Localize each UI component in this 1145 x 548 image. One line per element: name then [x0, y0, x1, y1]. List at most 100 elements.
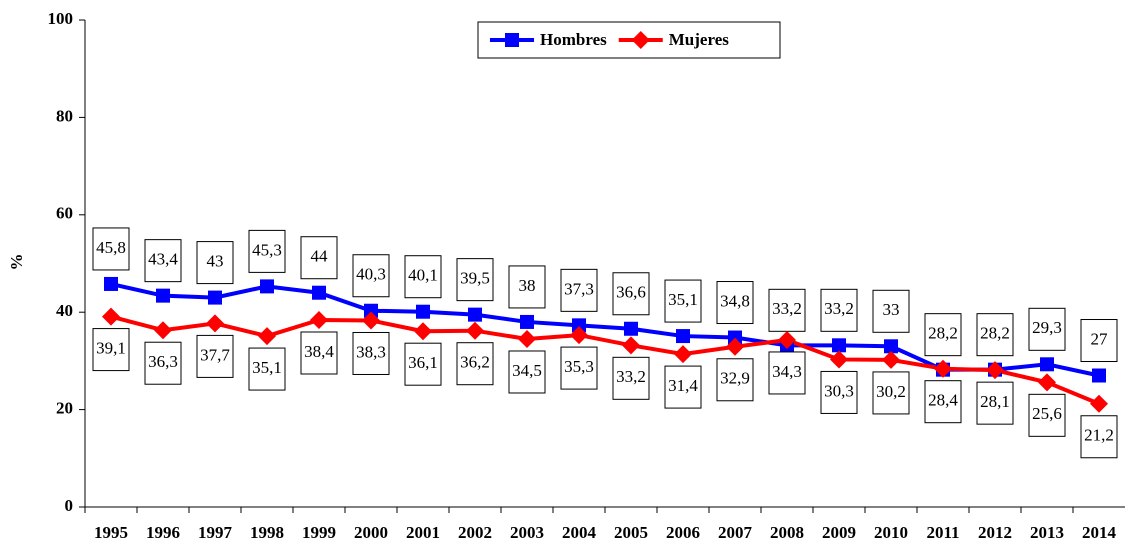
- data-label: 39,5: [460, 269, 490, 288]
- data-label: 29,3: [1032, 318, 1062, 337]
- data-label-box: [1080, 319, 1118, 363]
- data-label: 33: [883, 300, 900, 319]
- x-tick-label: 2001: [406, 523, 440, 542]
- data-label-box: [144, 341, 182, 385]
- marker: [570, 326, 588, 345]
- x-tick-label: 2006: [666, 523, 700, 542]
- data-label-box: [976, 381, 1014, 425]
- legend-marker: [505, 33, 519, 47]
- x-tick-label: 1999: [302, 523, 336, 542]
- data-label: 33,2: [616, 367, 646, 386]
- x-tick-label: 2011: [926, 523, 959, 542]
- marker: [260, 279, 274, 294]
- x-tick-label: 2014: [1082, 523, 1117, 542]
- data-label: 34,5: [512, 361, 542, 380]
- x-tick-label: 2000: [354, 523, 388, 542]
- data-label: 45,3: [252, 240, 282, 259]
- data-label: 34,3: [772, 362, 802, 381]
- data-label: 27: [1091, 329, 1109, 348]
- data-label-box: [456, 342, 494, 386]
- data-label-box: [768, 351, 806, 395]
- data-label-box: [404, 255, 442, 299]
- marker: [102, 307, 120, 326]
- data-label: 37,3: [564, 279, 594, 298]
- legend-label: Mujeres: [669, 30, 729, 49]
- data-label: 43: [207, 251, 224, 270]
- x-tick-label: 2005: [614, 523, 648, 542]
- data-label-box: [1028, 307, 1066, 351]
- x-tick-label: 2007: [718, 523, 753, 542]
- data-label: 38,3: [356, 342, 386, 361]
- data-label-box: [300, 331, 338, 375]
- marker: [310, 310, 328, 329]
- data-label: 38,4: [304, 342, 334, 361]
- data-label: 44: [311, 247, 329, 266]
- marker: [416, 304, 430, 319]
- data-label-box: [924, 380, 962, 424]
- data-label-box: [560, 346, 598, 390]
- x-tick-label: 2012: [978, 523, 1012, 542]
- data-label-box: [976, 313, 1014, 357]
- x-tick-label: 2002: [458, 523, 492, 542]
- data-label: 36,6: [616, 283, 646, 302]
- marker: [258, 327, 276, 346]
- marker: [414, 322, 432, 341]
- data-label: 40,3: [356, 265, 386, 284]
- data-label: 40,1: [408, 266, 438, 285]
- data-label: 30,3: [824, 381, 854, 400]
- data-label: 43,4: [148, 250, 178, 269]
- data-label-box: [1028, 393, 1066, 437]
- data-label-box: [352, 254, 390, 298]
- data-label-box: [560, 268, 598, 312]
- data-label: 36,2: [460, 353, 490, 372]
- data-label-box: [92, 328, 130, 372]
- data-label-box: [612, 356, 650, 400]
- marker: [206, 314, 224, 333]
- marker: [676, 329, 690, 344]
- data-label-box: [508, 265, 546, 309]
- marker: [468, 307, 482, 322]
- marker: [778, 330, 796, 349]
- data-label: 36,1: [408, 353, 438, 372]
- marker: [934, 359, 952, 378]
- marker: [362, 311, 380, 330]
- legend-marker: [631, 31, 650, 49]
- y-tick-label: 60: [56, 204, 73, 223]
- marker: [882, 350, 900, 369]
- data-label: 34,8: [720, 291, 750, 310]
- marker: [1090, 394, 1108, 413]
- marker: [884, 339, 898, 354]
- data-label: 38: [519, 276, 536, 295]
- data-label: 30,2: [876, 382, 906, 401]
- data-label: 28,2: [928, 324, 958, 343]
- y-tick-label: 20: [56, 399, 73, 418]
- data-label-box: [820, 288, 858, 332]
- x-tick-label: 2010: [874, 523, 908, 542]
- marker: [726, 337, 744, 356]
- data-label: 21,2: [1084, 426, 1114, 445]
- y-tick-label: 100: [48, 9, 74, 28]
- data-label-box: [820, 370, 858, 414]
- x-tick-label: 1998: [250, 523, 284, 542]
- y-tick-label: 0: [65, 496, 74, 515]
- x-tick-label: 2009: [822, 523, 856, 542]
- y-axis-label: %: [7, 254, 26, 271]
- data-label-box: [352, 331, 390, 375]
- data-label: 25,6: [1032, 404, 1062, 423]
- data-label-box: [664, 365, 702, 409]
- data-label: 35,1: [668, 290, 698, 309]
- data-label: 36,3: [148, 352, 178, 371]
- marker: [624, 321, 638, 336]
- data-label-box: [716, 281, 754, 325]
- data-label-box: [196, 334, 234, 378]
- data-label: 28,4: [928, 391, 958, 410]
- x-tick-label: 1995: [94, 523, 128, 542]
- data-label-box: [196, 241, 234, 285]
- data-label: 35,1: [252, 358, 282, 377]
- data-label-box: [716, 358, 754, 402]
- x-tick-label: 2004: [562, 523, 597, 542]
- data-label-box: [248, 229, 286, 273]
- data-label-box: [872, 289, 910, 333]
- data-label: 28,2: [980, 324, 1010, 343]
- marker: [466, 321, 484, 340]
